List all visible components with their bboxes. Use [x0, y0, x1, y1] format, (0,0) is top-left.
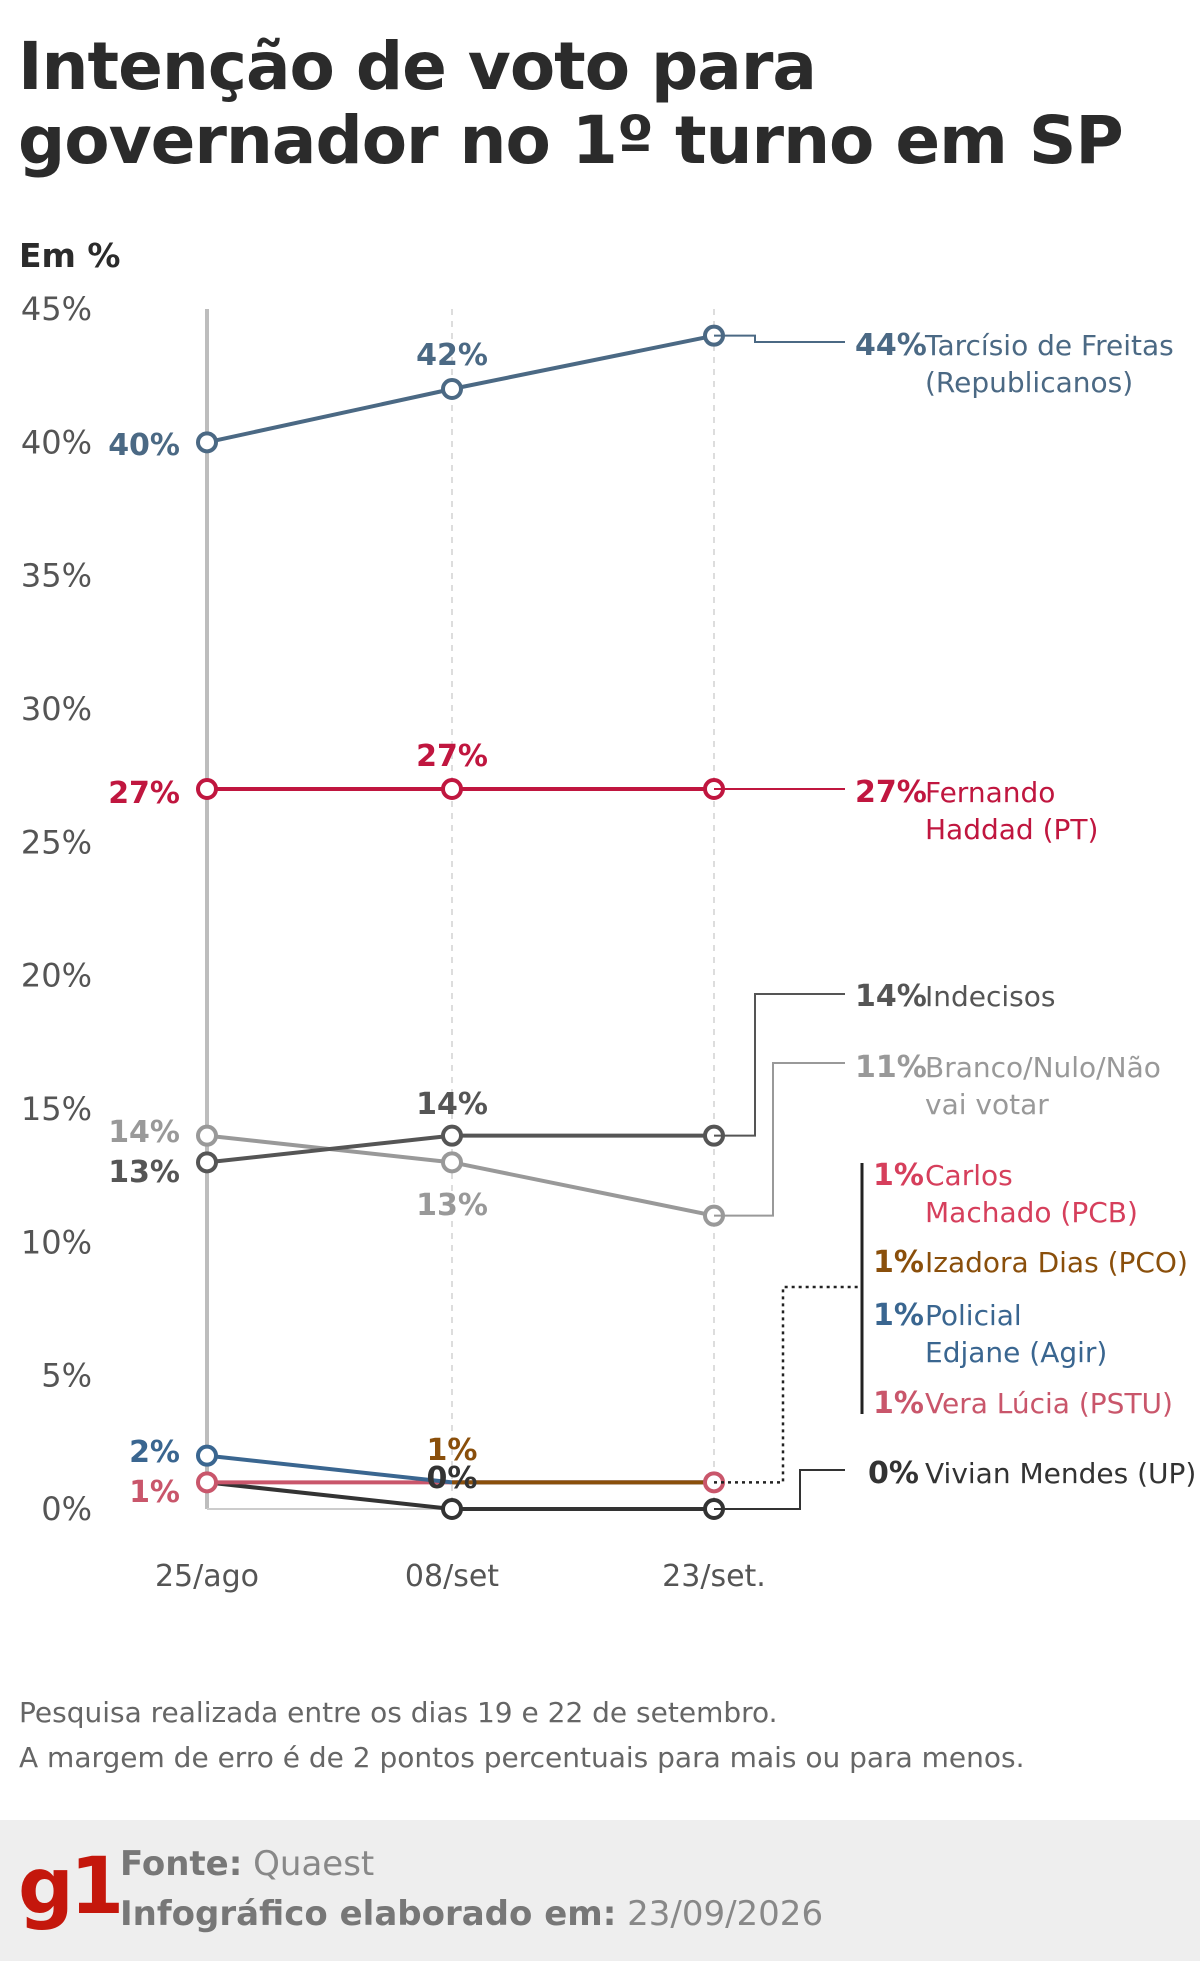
y-axis-unit-label: Em % — [19, 236, 121, 275]
point-value-label: 1% — [427, 1433, 478, 1468]
end-value-label: 1% — [873, 1245, 924, 1280]
point-value-label: 2% — [129, 1435, 180, 1470]
y-tick-label: 45% — [21, 290, 92, 328]
series-name-label: Tarcísio de Freitas — [924, 329, 1174, 362]
series-name-label: Edjane (Agir) — [925, 1336, 1107, 1369]
x-tick-label: 23/set. — [662, 1559, 766, 1594]
end-value-label: 1% — [873, 1386, 924, 1421]
x-tick-label: 08/set — [405, 1559, 499, 1594]
series-name-label: Vivian Mendes (UP) — [925, 1457, 1196, 1490]
group-connector-dotted — [714, 1285, 860, 1484]
line-chart: 0% 5% 10% 15% 20% 25% 30% 35% 40% 45% 25/ago 08/set… — [21, 290, 1196, 1594]
date-value: 23/09/2026 — [627, 1894, 824, 1934]
label-connector — [714, 334, 845, 343]
y-tick-label: 15% — [21, 1090, 92, 1128]
date-line: Infográfico elaborado em: 23/09/2026 — [120, 1892, 823, 1936]
end-value-label: 1% — [873, 1158, 924, 1193]
y-tick-label: 0% — [41, 1490, 92, 1528]
series-point — [196, 1151, 218, 1174]
label-connector — [714, 1062, 845, 1217]
g1-logo: g1 — [18, 1842, 124, 1932]
chart-title: Intenção de voto para governador no 1º t… — [18, 28, 1124, 179]
end-value-label: 14% — [855, 979, 927, 1014]
series-name-label: Policial — [925, 1299, 1022, 1332]
y-tick-label: 40% — [21, 423, 92, 461]
series-point — [441, 1151, 463, 1174]
label-connector — [714, 993, 845, 1137]
series-name-label: (Republicanos) — [925, 366, 1133, 399]
y-tick-label: 30% — [21, 690, 92, 728]
series-point — [196, 1471, 218, 1494]
series-name-label: Haddad (PT) — [925, 813, 1098, 846]
survey-note: Pesquisa realizada entre os dias 19 e 22… — [19, 1690, 1169, 1780]
end-value-label: 0% — [868, 1456, 919, 1491]
footer: g1 Fonte: Quaest Infográfico elaborado e… — [0, 1820, 1200, 1961]
point-value-label: 13% — [108, 1155, 180, 1190]
y-tick-label: 20% — [21, 957, 92, 995]
survey-note-line-1: Pesquisa realizada entre os dias 19 e 22… — [19, 1696, 778, 1729]
series-point — [441, 778, 463, 800]
point-value-label: 27% — [416, 739, 488, 774]
point-value-label: 14% — [416, 1087, 488, 1122]
end-value-label: 11% — [855, 1050, 927, 1085]
label-connector — [714, 1469, 845, 1510]
point-value-label: 40% — [108, 428, 180, 463]
point-value-label: 1% — [129, 1475, 180, 1510]
x-tick-label: 25/ago — [155, 1559, 259, 1594]
y-tick-label: 10% — [21, 1223, 92, 1261]
series-name-label: Carlos — [925, 1159, 1013, 1192]
series-name-label: Izadora Dias (PCO) — [925, 1246, 1188, 1279]
series-point — [441, 1498, 463, 1520]
series-name-label: Machado (PCB) — [925, 1196, 1138, 1229]
series-name-label: Indecisos — [925, 980, 1055, 1013]
survey-note-line-2: A margem de erro é de 2 pontos percentua… — [19, 1741, 1025, 1774]
series-point — [441, 378, 463, 400]
series-point — [196, 1124, 218, 1147]
point-value-label: 27% — [108, 776, 180, 811]
point-value-label: 13% — [416, 1188, 488, 1223]
end-value-label: 1% — [873, 1298, 924, 1333]
y-tick-label: 5% — [41, 1357, 92, 1395]
series-name-label: Branco/Nulo/Não — [925, 1051, 1161, 1084]
series-point — [441, 1124, 463, 1147]
source-value: Quaest — [253, 1844, 375, 1884]
series-name-label: vai votar — [925, 1088, 1049, 1121]
point-value-label: 14% — [108, 1115, 180, 1150]
date-label: Infográfico elaborado em: — [120, 1894, 617, 1934]
series-name-label: Vera Lúcia (PSTU) — [925, 1387, 1173, 1420]
series-point — [196, 431, 218, 454]
y-tick-label: 25% — [21, 823, 92, 861]
series-point — [196, 778, 218, 800]
end-value-label: 44% — [855, 328, 927, 363]
series-name-label: Fernando — [925, 776, 1055, 809]
series-point — [196, 1444, 218, 1467]
y-tick-label: 35% — [21, 557, 92, 595]
source-line: Fonte: Quaest — [120, 1842, 374, 1886]
point-value-label: 0% — [427, 1461, 478, 1496]
source-label: Fonte: — [120, 1844, 243, 1884]
end-value-label: 27% — [855, 775, 927, 810]
point-value-label: 42% — [416, 338, 488, 373]
